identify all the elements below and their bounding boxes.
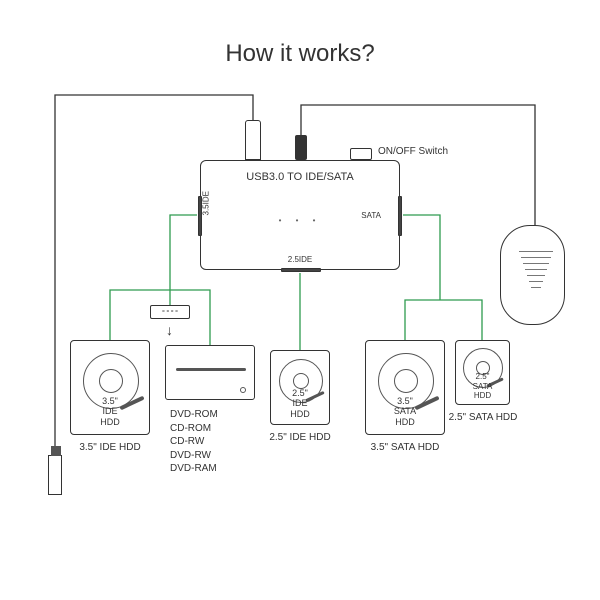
hdd-35-ide: 3.5" IDE HDD bbox=[70, 340, 150, 435]
port-block-left bbox=[198, 196, 202, 236]
optical-drive-caption: DVD-ROM CD-ROM CD-RW DVD-RW DVD-RAM bbox=[170, 408, 218, 476]
port-label-sata: SATA bbox=[361, 211, 381, 220]
optical-drive bbox=[165, 345, 255, 400]
port-label-35ide: 3.5IDE bbox=[202, 191, 211, 215]
hdd-35-sata-inner-label: 3.5" SATA HDD bbox=[366, 396, 444, 428]
hdd-25-ide-inner-label: 2.5" IDE HDD bbox=[271, 388, 329, 420]
dc-plug-icon bbox=[295, 135, 307, 160]
port-block-right bbox=[398, 196, 402, 236]
molex-connector-icon: ∘∘∘∘ bbox=[150, 305, 190, 319]
port-block-bottom bbox=[281, 268, 321, 272]
psu-vent-icon bbox=[519, 251, 553, 293]
hdd-25-sata-caption: 2.5" SATA HDD bbox=[448, 412, 518, 423]
diagram-title: How it works? bbox=[0, 40, 600, 68]
hdd-35-ide-caption: 3.5" IDE HDD bbox=[70, 442, 150, 453]
onoff-switch-icon bbox=[350, 148, 372, 160]
usb-plug-icon bbox=[245, 120, 261, 160]
hdd-25-sata-inner-label: 2.5" SATA HDD bbox=[456, 372, 509, 401]
hdd-25-sata: 2.5" SATA HDD bbox=[455, 340, 510, 405]
adapter-hub: USB3.0 TO IDE/SATA • • • 3.5IDE SATA 2.5… bbox=[200, 160, 400, 270]
hdd-35-sata-caption: 3.5" SATA HDD bbox=[360, 442, 450, 453]
onoff-switch-label: ON/OFF Switch bbox=[378, 146, 448, 157]
molex-arrow-icon: ↓ bbox=[166, 322, 173, 338]
hdd-35-ide-inner-label: 3.5" IDE HDD bbox=[71, 396, 149, 428]
usb-a-connector-icon bbox=[48, 455, 62, 495]
power-supply bbox=[500, 225, 565, 325]
hub-label: USB3.0 TO IDE/SATA bbox=[201, 171, 399, 183]
port-label-25ide: 2.5IDE bbox=[201, 255, 399, 264]
hdd-35-sata: 3.5" SATA HDD bbox=[365, 340, 445, 435]
hdd-25-ide-caption: 2.5" IDE HDD bbox=[260, 432, 340, 443]
hdd-25-ide: 2.5" IDE HDD bbox=[270, 350, 330, 425]
